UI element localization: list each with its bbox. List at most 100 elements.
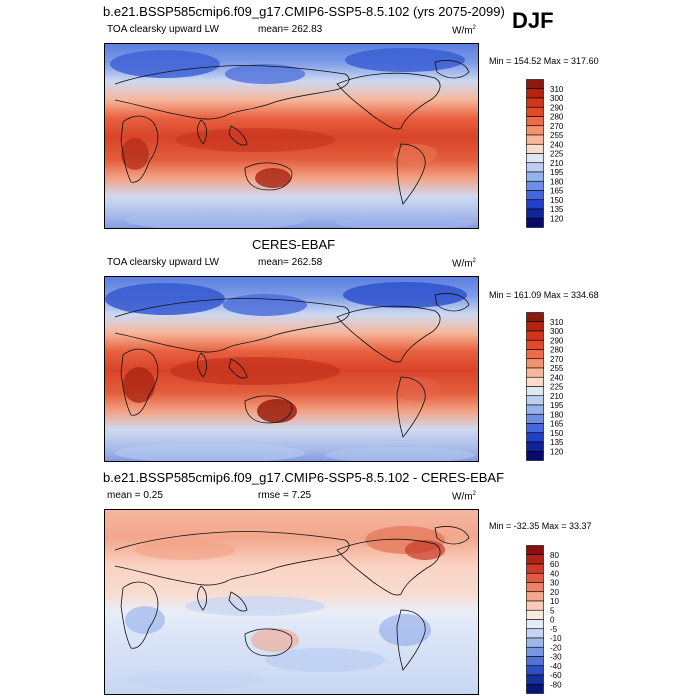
coastline — [114, 531, 350, 586]
panel3-map — [104, 509, 479, 695]
colorbar-tick-label: 255 — [550, 364, 564, 373]
colorbar-swatch — [526, 367, 544, 378]
colorbar-swatch — [526, 134, 544, 145]
coastline — [197, 119, 207, 145]
colorbar-tick-label: 30 — [550, 579, 559, 588]
colorbar-tick-label: -80 — [550, 680, 562, 689]
panel3-title: b.e21.BSSP585cmip6.f09_g17.CMIP6-SSP5-8.… — [103, 470, 505, 485]
panel3-units: W/m2 — [452, 491, 476, 503]
colorbar-tick-label: 300 — [550, 327, 564, 336]
coastline — [244, 628, 293, 657]
colorbar-swatch — [526, 386, 544, 397]
colorbar-tick-label: 135 — [550, 205, 564, 214]
colorbar-tick-label: 225 — [550, 383, 564, 392]
panel2-mean: mean= 262.58 — [258, 257, 323, 268]
colorbar-swatch — [526, 609, 544, 620]
colorbar-swatch — [526, 162, 544, 173]
coastline — [120, 581, 159, 649]
field-anomaly — [405, 540, 445, 560]
panel2-colorbar: 310 300 290 280 270 255 240 225 210 195 180 165 150 1… — [526, 312, 606, 461]
colorbar-tick-label: 40 — [550, 569, 559, 578]
colorbar-swatch — [526, 153, 544, 164]
colorbar-swatch — [526, 88, 544, 99]
field-anomaly — [325, 447, 475, 461]
panel2-variable: TOA clearsky upward LW — [107, 257, 219, 268]
colorbar-tick-label: 5 — [550, 606, 555, 615]
colorbar-tick-label: 280 — [550, 346, 564, 355]
coastline — [120, 348, 159, 416]
colorbar-swatch — [526, 339, 544, 350]
colorbar-swatch — [526, 217, 544, 228]
colorbar-tick-label: 0 — [550, 616, 555, 625]
panel2-map — [104, 276, 479, 462]
field-anomaly — [175, 128, 335, 152]
colorbar-tick-label: 300 — [550, 94, 564, 103]
colorbar-tick-label: 290 — [550, 103, 564, 112]
colorbar-swatch — [526, 628, 544, 639]
colorbar-tick-label: 180 — [550, 410, 564, 419]
field-anomaly — [121, 138, 149, 170]
coastline — [228, 358, 248, 379]
field-anomaly — [115, 443, 305, 461]
colorbar-tick-label: 270 — [550, 122, 564, 131]
coastline — [434, 526, 470, 545]
colorbar-tick-label: -10 — [550, 634, 562, 643]
colorbar-swatch — [526, 423, 544, 434]
colorbar-swatch — [526, 349, 544, 360]
colorbar-swatch — [526, 683, 544, 694]
colorbar-tick-label: 240 — [550, 140, 564, 149]
colorbar-swatch — [526, 656, 544, 667]
field-anomaly — [343, 282, 467, 308]
colorbar-tick-label: 150 — [550, 429, 564, 438]
colorbar-tick-label: 225 — [550, 150, 564, 159]
coastline — [244, 162, 293, 191]
colorbar-tick-label: -20 — [550, 643, 562, 652]
colorbar-swatch — [526, 97, 544, 108]
colorbar-tick-label: 240 — [550, 373, 564, 382]
colorbar-swatch — [526, 591, 544, 602]
colorbar-tick-label: 195 — [550, 168, 564, 177]
colorbar-tick-label: 165 — [550, 187, 564, 196]
colorbar-swatch — [526, 674, 544, 685]
colorbar-swatch — [526, 600, 544, 611]
colorbar-tick-label: 180 — [550, 177, 564, 186]
panel1-minmax: Min = 154.52 Max = 317.60 — [489, 56, 599, 66]
coastline — [396, 143, 426, 205]
colorbar-tick-label: 80 — [550, 551, 559, 560]
field-anomaly — [125, 670, 265, 690]
coastline — [244, 395, 293, 424]
coastline — [434, 293, 470, 312]
coastline — [336, 538, 441, 596]
coastline — [120, 115, 159, 183]
panel2-units: W/m2 — [452, 258, 476, 270]
coastline — [197, 585, 207, 611]
colorbar-swatch — [526, 190, 544, 201]
field-anomaly — [225, 64, 305, 84]
colorbar-swatch — [526, 563, 544, 574]
colorbar-swatch — [526, 441, 544, 452]
coastline — [396, 376, 426, 438]
field-anomaly — [265, 648, 385, 672]
colorbar-tick-label: 280 — [550, 113, 564, 122]
colorbar-swatch — [526, 312, 544, 323]
colorbar-tick-label: 255 — [550, 131, 564, 140]
colorbar-tick-label: 150 — [550, 196, 564, 205]
field-anomaly — [393, 144, 437, 164]
panel3-colorbar: 80 60 40 30 20 10 5 0 -5 -10 -20 -30 -40 -60 -80 — [526, 545, 606, 694]
colorbar-tick-label: 195 — [550, 401, 564, 410]
field-anomaly — [335, 214, 475, 228]
colorbar-swatch — [526, 106, 544, 117]
colorbar-tick-label: 10 — [550, 597, 559, 606]
coastline — [197, 352, 207, 378]
colorbar-tick-label: 270 — [550, 355, 564, 364]
field-anomaly — [123, 367, 155, 403]
coastline — [228, 125, 248, 146]
panel1-variable: TOA clearsky upward LW — [107, 24, 219, 35]
panel1-units: W/m2 — [452, 25, 476, 37]
colorbar-tick-label: 120 — [550, 214, 564, 223]
field-anomaly — [105, 283, 225, 315]
colorbar-swatch — [526, 545, 544, 556]
colorbar-swatch — [526, 171, 544, 182]
map-svg — [105, 510, 478, 694]
panel1-map — [104, 43, 479, 229]
